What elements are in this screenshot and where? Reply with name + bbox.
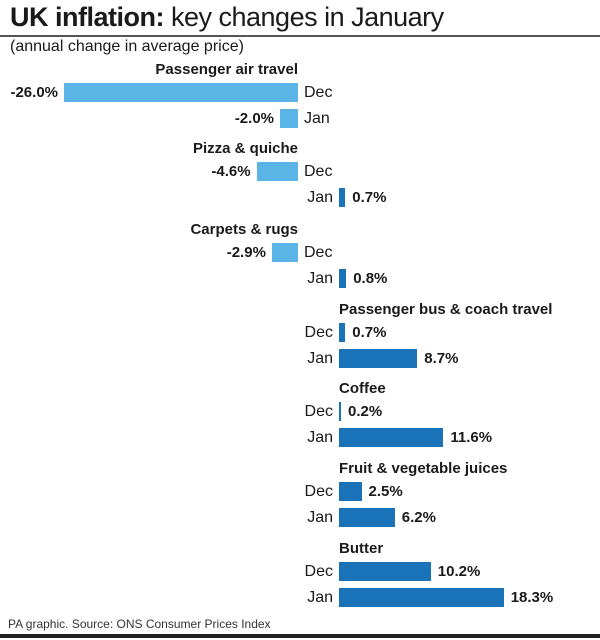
bar-dec	[271, 243, 298, 262]
value-label: -2.9%	[226, 244, 266, 261]
value-label: 10.2%	[437, 563, 481, 580]
month-label: Jan	[304, 110, 330, 127]
category-label: Fruit & vegetable juices	[339, 460, 508, 477]
bar-dec	[64, 83, 298, 102]
category-label: Coffee	[339, 380, 386, 397]
value-label: -26.0%	[10, 84, 58, 101]
value-label: -2.0%	[234, 110, 274, 127]
month-label: Dec	[304, 403, 333, 420]
value-label: 18.3%	[510, 589, 554, 606]
month-label: Jan	[307, 270, 333, 287]
chart-title: UK inflation: key changes in January	[10, 2, 444, 33]
bar-jan	[339, 508, 395, 527]
bar-jan	[280, 109, 298, 128]
source-note: PA graphic. Source: ONS Consumer Prices …	[8, 617, 271, 631]
bar-jan	[339, 188, 346, 207]
category-label: Passenger air travel	[155, 61, 298, 78]
bar-jan	[339, 269, 347, 288]
value-label: 6.2%	[401, 509, 436, 526]
month-label: Dec	[304, 244, 333, 261]
category-label: Carpets & rugs	[190, 221, 298, 238]
bar-jan	[339, 588, 504, 607]
title-rest: key changes in January	[163, 2, 444, 32]
month-label: Dec	[304, 84, 333, 101]
chart-subtitle: (annual change in average price)	[10, 38, 244, 55]
bar-dec	[339, 402, 341, 421]
bar-dec	[339, 562, 431, 581]
month-label: Jan	[307, 509, 333, 526]
value-label: 2.5%	[368, 483, 403, 500]
category-label: Passenger bus & coach travel	[339, 301, 553, 318]
month-label: Jan	[307, 429, 333, 446]
month-label: Dec	[304, 163, 333, 180]
value-label: 0.2%	[348, 403, 383, 420]
month-label: Dec	[304, 324, 333, 341]
bar-dec	[339, 482, 362, 501]
title-bold: UK inflation:	[10, 2, 164, 32]
month-label: Jan	[307, 189, 333, 206]
value-label: 0.8%	[353, 270, 388, 287]
category-label: Butter	[339, 540, 384, 557]
bottom-divider	[0, 634, 600, 638]
value-label: 8.7%	[424, 350, 459, 367]
title-divider	[0, 35, 600, 37]
month-label: Dec	[304, 483, 333, 500]
value-label: 11.6%	[450, 429, 493, 446]
month-label: Jan	[307, 350, 333, 367]
month-label: Jan	[307, 589, 333, 606]
bar-dec	[256, 162, 298, 181]
bar-jan	[339, 428, 444, 447]
category-label: Pizza & quiche	[192, 140, 298, 157]
bar-jan	[339, 349, 418, 368]
bar-dec	[339, 323, 346, 342]
value-label: 0.7%	[352, 189, 387, 206]
value-label: -4.6%	[211, 163, 251, 180]
value-label: 0.7%	[352, 324, 387, 341]
month-label: Dec	[304, 563, 333, 580]
